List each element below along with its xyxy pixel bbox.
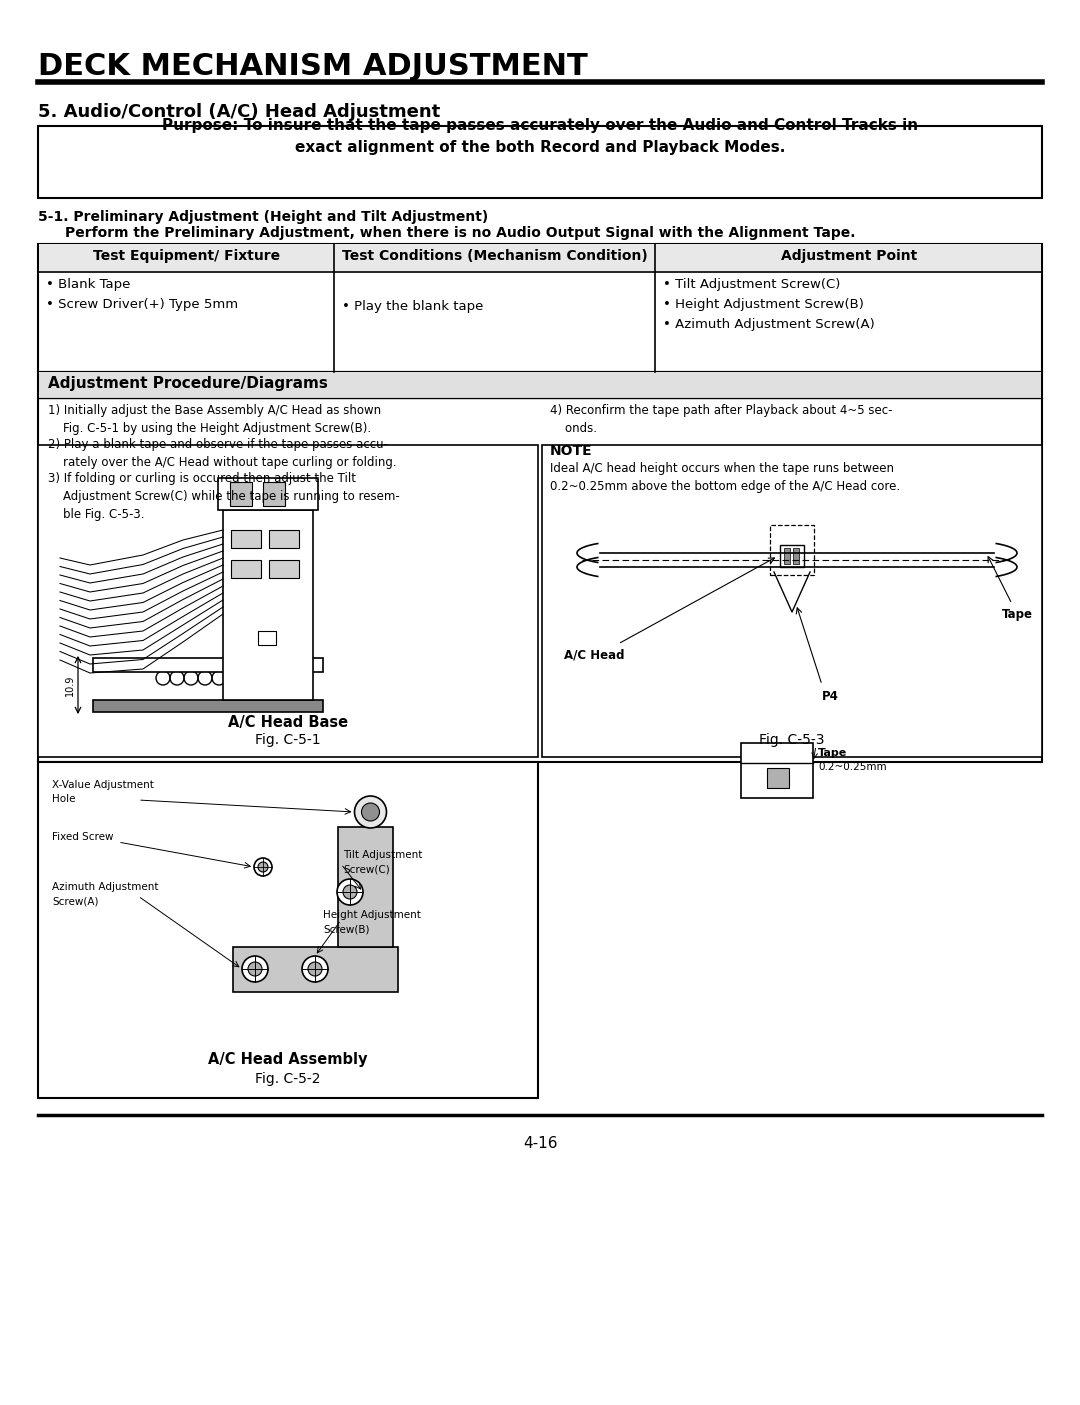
Text: Height Adjustment: Height Adjustment xyxy=(323,910,421,920)
Circle shape xyxy=(343,885,357,899)
Text: Perform the Preliminary Adjustment, when there is no Audio Output Signal with th: Perform the Preliminary Adjustment, when… xyxy=(65,226,855,240)
Bar xyxy=(231,561,261,577)
Text: X-Value Adjustment: X-Value Adjustment xyxy=(52,780,153,790)
Text: 3) If folding or curling is occured then adjust the Tilt
    Adjustment Screw(C): 3) If folding or curling is occured then… xyxy=(48,472,400,521)
Circle shape xyxy=(354,797,387,828)
Bar xyxy=(264,482,285,506)
Bar xyxy=(770,525,814,575)
Bar xyxy=(218,478,318,510)
Text: Adjustment Point: Adjustment Point xyxy=(781,249,917,263)
Text: Test Conditions (Mechanism Condition): Test Conditions (Mechanism Condition) xyxy=(342,249,648,263)
Text: Test Equipment/ Fixture: Test Equipment/ Fixture xyxy=(93,249,280,263)
Bar xyxy=(741,742,813,798)
Text: 5-1. Preliminary Adjustment (Height and Tilt Adjustment): 5-1. Preliminary Adjustment (Height and … xyxy=(38,209,488,223)
Circle shape xyxy=(242,955,268,982)
Text: Purpose: To insure that the tape passes accurately over the Audio and Control Tr: Purpose: To insure that the tape passes … xyxy=(162,118,918,155)
Circle shape xyxy=(308,962,322,976)
Text: Tilt Adjustment: Tilt Adjustment xyxy=(343,850,422,860)
Circle shape xyxy=(258,863,268,873)
Circle shape xyxy=(248,962,262,976)
Text: • Blank Tape
• Screw Driver(+) Type 5mm: • Blank Tape • Screw Driver(+) Type 5mm xyxy=(46,278,238,311)
Text: P4: P4 xyxy=(822,690,839,702)
Text: DECK MECHANISM ADJUSTMENT: DECK MECHANISM ADJUSTMENT xyxy=(38,52,588,81)
Bar xyxy=(38,762,538,1097)
Circle shape xyxy=(337,880,363,905)
Bar xyxy=(231,530,261,548)
Text: 10.9: 10.9 xyxy=(65,674,75,695)
Text: 2) Play a blank tape and observe if the tape passes accu-
    rately over the A/: 2) Play a blank tape and observe if the … xyxy=(48,438,396,469)
Bar xyxy=(233,947,399,992)
Text: A/C Head Assembly: A/C Head Assembly xyxy=(208,1052,368,1066)
Text: Hole: Hole xyxy=(52,794,76,804)
Bar xyxy=(258,631,276,645)
Text: 1) Initially adjust the Base Assembly A/C Head as shown
    Fig. C-5-1 by using : 1) Initially adjust the Base Assembly A/… xyxy=(48,405,381,436)
Text: Fig. C-5-1: Fig. C-5-1 xyxy=(255,733,321,747)
Circle shape xyxy=(254,858,272,875)
Bar xyxy=(38,126,1042,198)
Text: Azimuth Adjustment: Azimuth Adjustment xyxy=(52,882,159,892)
Text: Ideal A/C head height occurs when the tape runs between
0.2~0.25mm above the bot: Ideal A/C head height occurs when the ta… xyxy=(550,462,900,493)
Bar xyxy=(38,244,1042,372)
Bar xyxy=(269,561,299,577)
Text: 4) Reconfirm the tape path after Playback about 4~5 sec-
    onds.: 4) Reconfirm the tape path after Playbac… xyxy=(550,405,892,436)
Bar xyxy=(767,767,789,787)
Text: • Tilt Adjustment Screw(C)
• Height Adjustment Screw(B)
• Azimuth Adjustment Scr: • Tilt Adjustment Screw(C) • Height Adju… xyxy=(663,278,875,332)
Text: 0.2~0.25mm: 0.2~0.25mm xyxy=(818,762,887,771)
Text: Screw(A): Screw(A) xyxy=(52,896,98,906)
Text: Tape: Tape xyxy=(818,747,847,757)
Text: 4-16: 4-16 xyxy=(523,1137,557,1151)
Bar xyxy=(39,244,1041,271)
Bar xyxy=(793,548,799,563)
Bar xyxy=(93,658,323,672)
Text: Fixed Screw: Fixed Screw xyxy=(52,832,113,842)
Bar xyxy=(269,530,299,548)
Bar xyxy=(38,372,1042,762)
Bar xyxy=(542,445,1042,757)
Bar xyxy=(230,482,252,506)
Bar xyxy=(784,548,789,563)
Text: Fig. C-5-2: Fig. C-5-2 xyxy=(255,1072,321,1086)
Text: 5. Audio/Control (A/C) Head Adjustment: 5. Audio/Control (A/C) Head Adjustment xyxy=(38,103,441,121)
Text: Screw(B): Screw(B) xyxy=(323,924,369,934)
Bar xyxy=(338,828,393,947)
Text: NOTE: NOTE xyxy=(550,444,593,458)
Text: Adjustment Procedure/Diagrams: Adjustment Procedure/Diagrams xyxy=(48,377,328,391)
Text: A/C Head Base: A/C Head Base xyxy=(228,715,348,731)
Text: Screw(C): Screw(C) xyxy=(343,864,390,874)
Circle shape xyxy=(362,804,379,821)
Text: A/C Head: A/C Head xyxy=(564,648,624,660)
Text: Tape: Tape xyxy=(1002,608,1032,621)
Bar xyxy=(93,700,323,712)
Bar xyxy=(38,445,538,757)
Text: • Play the blank tape: • Play the blank tape xyxy=(342,301,484,313)
Bar xyxy=(222,510,313,700)
Circle shape xyxy=(302,955,328,982)
Text: Fig. C-5-3: Fig. C-5-3 xyxy=(759,733,825,747)
Bar xyxy=(780,545,804,568)
Bar xyxy=(39,372,1041,398)
